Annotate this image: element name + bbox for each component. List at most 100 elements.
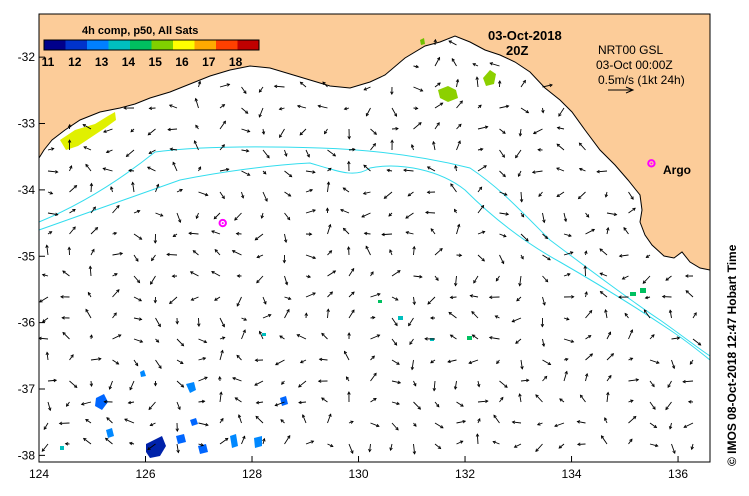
current-arrow-head (70, 354, 74, 358)
current-arrow-head (536, 422, 541, 426)
current-arrow (69, 185, 77, 193)
current-arrow-head (67, 246, 71, 251)
current-arrow-head (390, 139, 394, 143)
current-arrow (298, 380, 307, 388)
current-arrow-head (587, 335, 592, 339)
current-arrow-head (665, 406, 669, 411)
current-arrow-head (542, 302, 546, 306)
current-arrow-head (128, 441, 133, 446)
current-arrow (103, 167, 113, 172)
y-tick-label: -34 (18, 183, 36, 197)
current-arrow (42, 317, 49, 323)
current-arrow-head (332, 153, 337, 157)
current-arrow-head (448, 40, 452, 44)
current-arrow-head (425, 210, 429, 215)
current-arrow (472, 63, 479, 67)
current-arrow (599, 272, 608, 277)
current-arrow (112, 273, 118, 277)
current-arrow (519, 275, 522, 286)
current-arrow-head (180, 384, 185, 388)
current-arrow-head (280, 419, 284, 423)
current-arrow-head (600, 435, 605, 439)
current-arrow-head (169, 147, 174, 151)
current-arrow (683, 422, 694, 428)
sst-patch-teal-2 (430, 338, 434, 341)
colorbar-frame (43, 39, 260, 51)
current-arrow-head (347, 160, 351, 165)
current-arrow (456, 100, 463, 109)
current-arrow (558, 443, 565, 449)
current-arrow-head (254, 237, 259, 241)
current-arrow (387, 169, 393, 172)
current-arrow-head (687, 400, 692, 404)
current-arrow-head (370, 271, 374, 275)
current-arrow (537, 422, 543, 426)
current-arrow-head (556, 126, 561, 130)
current-arrow-head (405, 231, 409, 235)
sst-patch-green-1 (438, 86, 458, 102)
current-arrow-head (89, 383, 94, 387)
current-arrow-head (516, 297, 520, 302)
current-arrow (321, 397, 328, 403)
current-arrow (427, 166, 436, 172)
current-arrow-head (654, 443, 659, 448)
current-arrow (83, 146, 92, 151)
current-arrow-head (394, 322, 398, 327)
current-arrow (176, 212, 181, 223)
current-arrow (542, 84, 553, 88)
current-arrow (542, 296, 546, 306)
current-arrow (669, 422, 672, 430)
current-arrow-head (484, 125, 489, 129)
colorbar-swatch (237, 40, 260, 50)
current-arrow (477, 400, 488, 403)
current-arrow-head (651, 334, 655, 338)
current-arrow-head (283, 239, 288, 243)
current-arrow-head (219, 391, 223, 395)
current-arrow (433, 380, 436, 391)
current-arrow-head (480, 204, 485, 209)
current-arrow (514, 443, 522, 448)
current-arrow-head (535, 448, 539, 453)
current-arrow-head (492, 440, 497, 444)
current-arrow (327, 224, 331, 235)
current-arrow-head (221, 195, 225, 200)
current-arrow-head (55, 212, 59, 217)
current-arrow-head (65, 403, 70, 407)
current-arrow-head (426, 166, 431, 170)
current-arrow (606, 392, 609, 403)
current-arrow (232, 250, 242, 256)
current-arrow (147, 443, 156, 451)
current-arrow (87, 292, 92, 298)
colorbar-labels: 11 12 13 14 15 16 17 18 (42, 55, 243, 69)
colorbar-tick-label: 14 (122, 55, 136, 69)
current-arrow (198, 338, 207, 343)
current-arrow-head (386, 168, 391, 173)
current-arrow-head (288, 173, 293, 178)
sst-patch-blue-10 (198, 444, 208, 454)
current-arrow-head (517, 173, 521, 178)
current-arrow (256, 401, 264, 404)
current-arrow-head (632, 207, 636, 211)
current-arrow (305, 209, 316, 214)
current-arrow-head (689, 361, 693, 365)
current-arrow (151, 254, 156, 261)
current-arrow-head (169, 300, 173, 305)
current-arrow-head (432, 140, 436, 145)
current-arrow-head (351, 309, 355, 313)
current-arrow-head (106, 417, 110, 421)
current-arrow-head (505, 104, 510, 109)
colorbar-swatch (151, 40, 174, 50)
current-arrow-head (279, 335, 283, 339)
current-arrow-head (237, 414, 242, 418)
current-arrow (692, 312, 697, 319)
current-arrow (456, 79, 459, 88)
current-arrow-head (433, 38, 438, 43)
current-arrow (384, 191, 393, 199)
current-arrow (128, 401, 135, 404)
current-arrow-head (309, 188, 314, 193)
current-arrow-head (62, 270, 66, 274)
argo-float-center (221, 222, 224, 225)
x-axis: 124 126 128 130 132 134 136 (29, 456, 688, 481)
current-arrow-head (256, 254, 260, 259)
current-arrow-head (312, 255, 317, 260)
